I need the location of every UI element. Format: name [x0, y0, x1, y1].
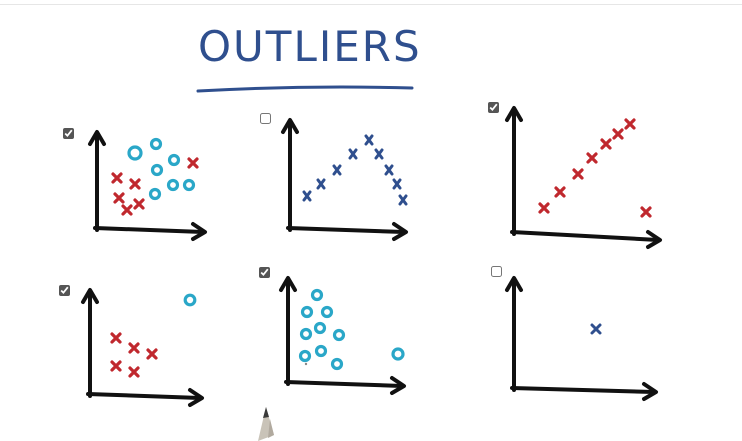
plot-6-axes [505, 276, 658, 401]
plot-6 [505, 276, 658, 401]
plot-5-axes [279, 276, 406, 395]
plot-4 [81, 288, 204, 407]
plot-2-blue-points [302, 134, 408, 206]
plot-4-axes [81, 288, 204, 407]
plot-5-checkbox[interactable] [259, 267, 270, 278]
plot-3-checkbox[interactable] [488, 102, 499, 113]
pen-icon [258, 407, 274, 441]
plot-4-cyan-points [183, 293, 197, 307]
page-title: OUTLIERS [198, 22, 422, 71]
plot-6-checkbox[interactable] [491, 266, 502, 277]
plot-1-red-points [111, 157, 199, 216]
plot-1-cyan-points [127, 137, 196, 201]
plot-6-blue-points [590, 323, 602, 335]
title-underline [196, 85, 414, 93]
plot-3-red-points [538, 118, 652, 218]
plot-2 [281, 118, 408, 241]
plot-2-checkbox[interactable] [260, 113, 271, 124]
plot-1-checkbox[interactable] [63, 128, 74, 139]
plot-5-cyan-points [298, 288, 405, 371]
top-divider [0, 4, 742, 5]
plot-5 [279, 276, 406, 395]
plot-4-checkbox[interactable] [59, 285, 70, 296]
plot-2-axes [281, 118, 408, 241]
plot-5-dot [304, 362, 308, 366]
plot-3 [505, 106, 662, 249]
plot-1-axes [88, 130, 207, 241]
plot-3-axes [505, 106, 662, 249]
plot-4-red-points [110, 332, 158, 378]
plot-1 [88, 130, 207, 241]
